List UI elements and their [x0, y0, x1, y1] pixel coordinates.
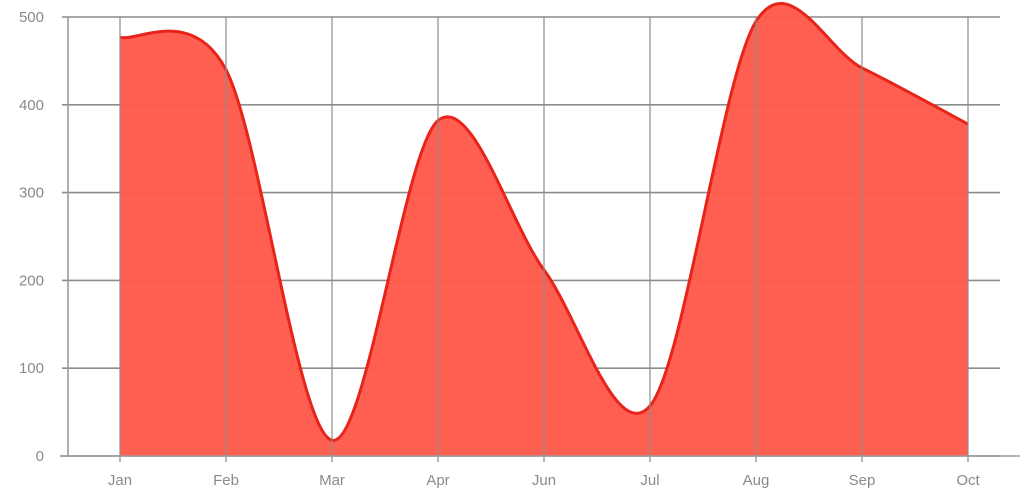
x-tick-label: Jul: [640, 472, 659, 489]
axes: [60, 17, 1020, 457]
x-tick-label: Sep: [849, 472, 876, 489]
y-tick-label: 0: [36, 448, 44, 465]
y-tick-label: 500: [19, 9, 44, 26]
x-axis-tick-labels: Jan Feb Mar Apr Jun Jul Aug Sep Oct: [108, 472, 981, 489]
y-tick-label: 100: [19, 360, 44, 377]
y-tick-label: 200: [19, 272, 44, 289]
x-tick-label: Mar: [319, 472, 345, 489]
series-line: [119, 2, 969, 442]
x-tick-label: Aug: [743, 472, 770, 489]
x-tick-label: Jan: [108, 472, 132, 489]
x-tick-label: Jun: [532, 472, 556, 489]
x-tick-label: Feb: [213, 472, 239, 489]
y-tick-label: 400: [19, 97, 44, 114]
y-tick-label: 300: [19, 185, 44, 202]
x-tick-label: Apr: [426, 472, 449, 489]
vertical-grid-lines: [119, 17, 969, 462]
y-axis-tick-labels: 0 100 200 300 400 500: [19, 9, 44, 465]
x-tick-label: Oct: [956, 472, 980, 489]
